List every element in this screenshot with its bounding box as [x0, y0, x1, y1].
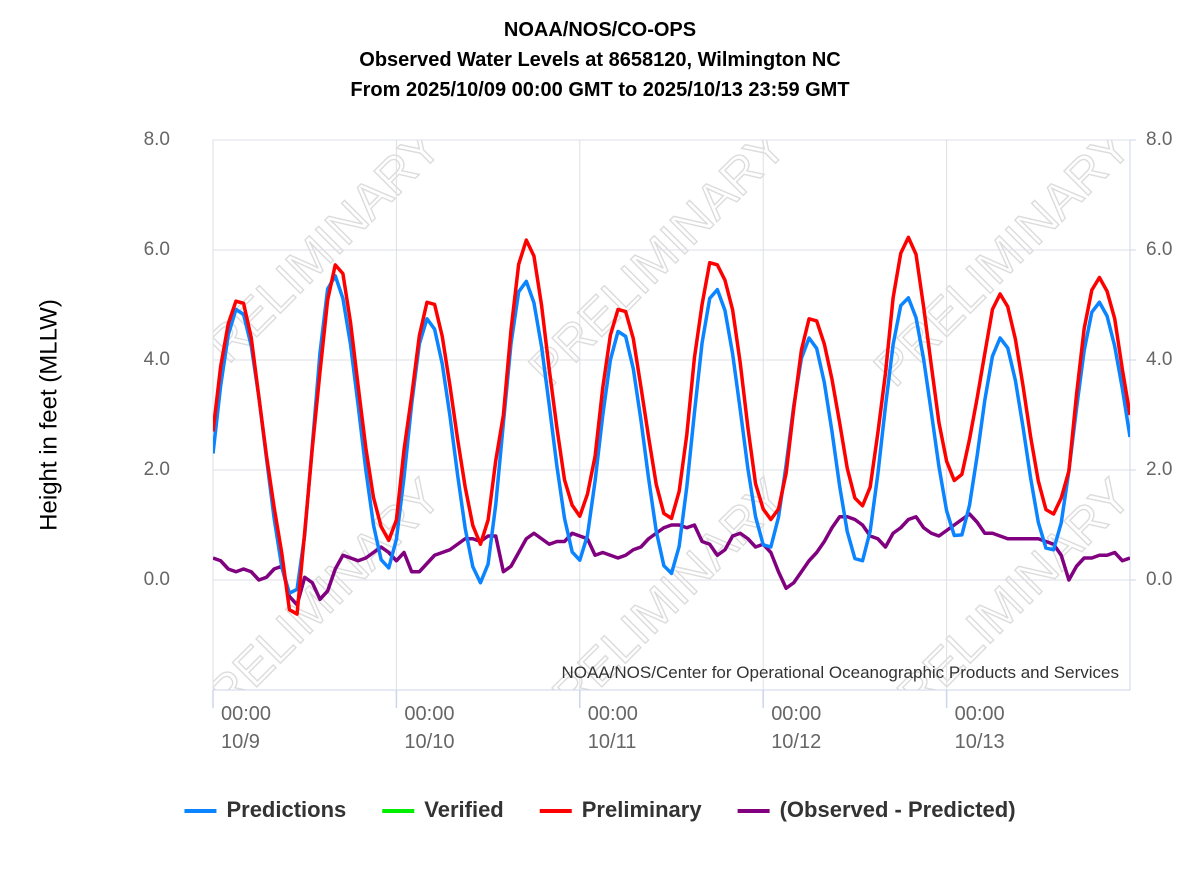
legend-text: Predictions	[226, 797, 346, 822]
y2-tick-label: 4.0	[1146, 349, 1172, 370]
series-line	[213, 235, 1130, 616]
x-tick-label: 00:00 10/10	[404, 703, 455, 753]
x-tick-label: 00:00 10/13	[954, 703, 1005, 753]
watermark: PRELIMINARY	[863, 118, 1142, 397]
legend-item: Preliminary	[539, 797, 703, 822]
legend-text: (Observed - Predicted)	[780, 797, 1016, 822]
y2-tick-label: 8.0	[1146, 129, 1172, 150]
y-axis-label: Height in feet (MLLW)	[35, 299, 62, 531]
series-line	[213, 274, 1130, 595]
legend-item: Predictions	[184, 797, 346, 822]
y2-tick-label: 0.0	[1146, 569, 1172, 590]
watermarks: PRELIMINARY PRELIMINARY PRELIMINARYPRELIMI…	[173, 118, 1142, 690]
y2-tick-label: 2.0	[1146, 459, 1172, 480]
watermark: PRELIMINARY	[173, 118, 452, 397]
y2-tick-label: 6.0	[1146, 239, 1172, 260]
credit: NOAA/NOS/Center for Operational Oceanogr…	[562, 663, 1120, 682]
legend-item: (Observed - Predicted)	[737, 797, 1016, 822]
y-tick-label: 0.0	[144, 569, 170, 590]
legend-item: Verified	[382, 797, 504, 822]
chart-subtitle: Observed Water Levels at 8658120, Wilmin…	[359, 49, 840, 71]
y-tick-label: 6.0	[144, 239, 170, 260]
y-tick-label: 8.0	[144, 129, 170, 150]
y-tick-label: 2.0	[144, 459, 170, 480]
x-tick-label: 00:00 10/9	[221, 703, 272, 753]
legend-text: Verified	[424, 797, 503, 822]
plot-lines	[213, 235, 1130, 616]
legend-text: Preliminary	[582, 797, 703, 822]
series-line	[213, 512, 1130, 607]
chart-title: NOAA/NOS/CO-OPS	[504, 19, 696, 41]
y-tick-label: 4.0	[144, 349, 170, 370]
x-tick-label: 00:00 10/11	[587, 703, 638, 753]
chart-date-range: From 2025/10/09 00:00 GMT to 2025/10/13 …	[350, 79, 849, 101]
watermark: PRELIMINARY	[518, 118, 797, 397]
legend: Predictions Verified Preliminary (Observed …	[184, 797, 1016, 822]
x-tick-label: 00:00 10/12	[771, 703, 822, 753]
